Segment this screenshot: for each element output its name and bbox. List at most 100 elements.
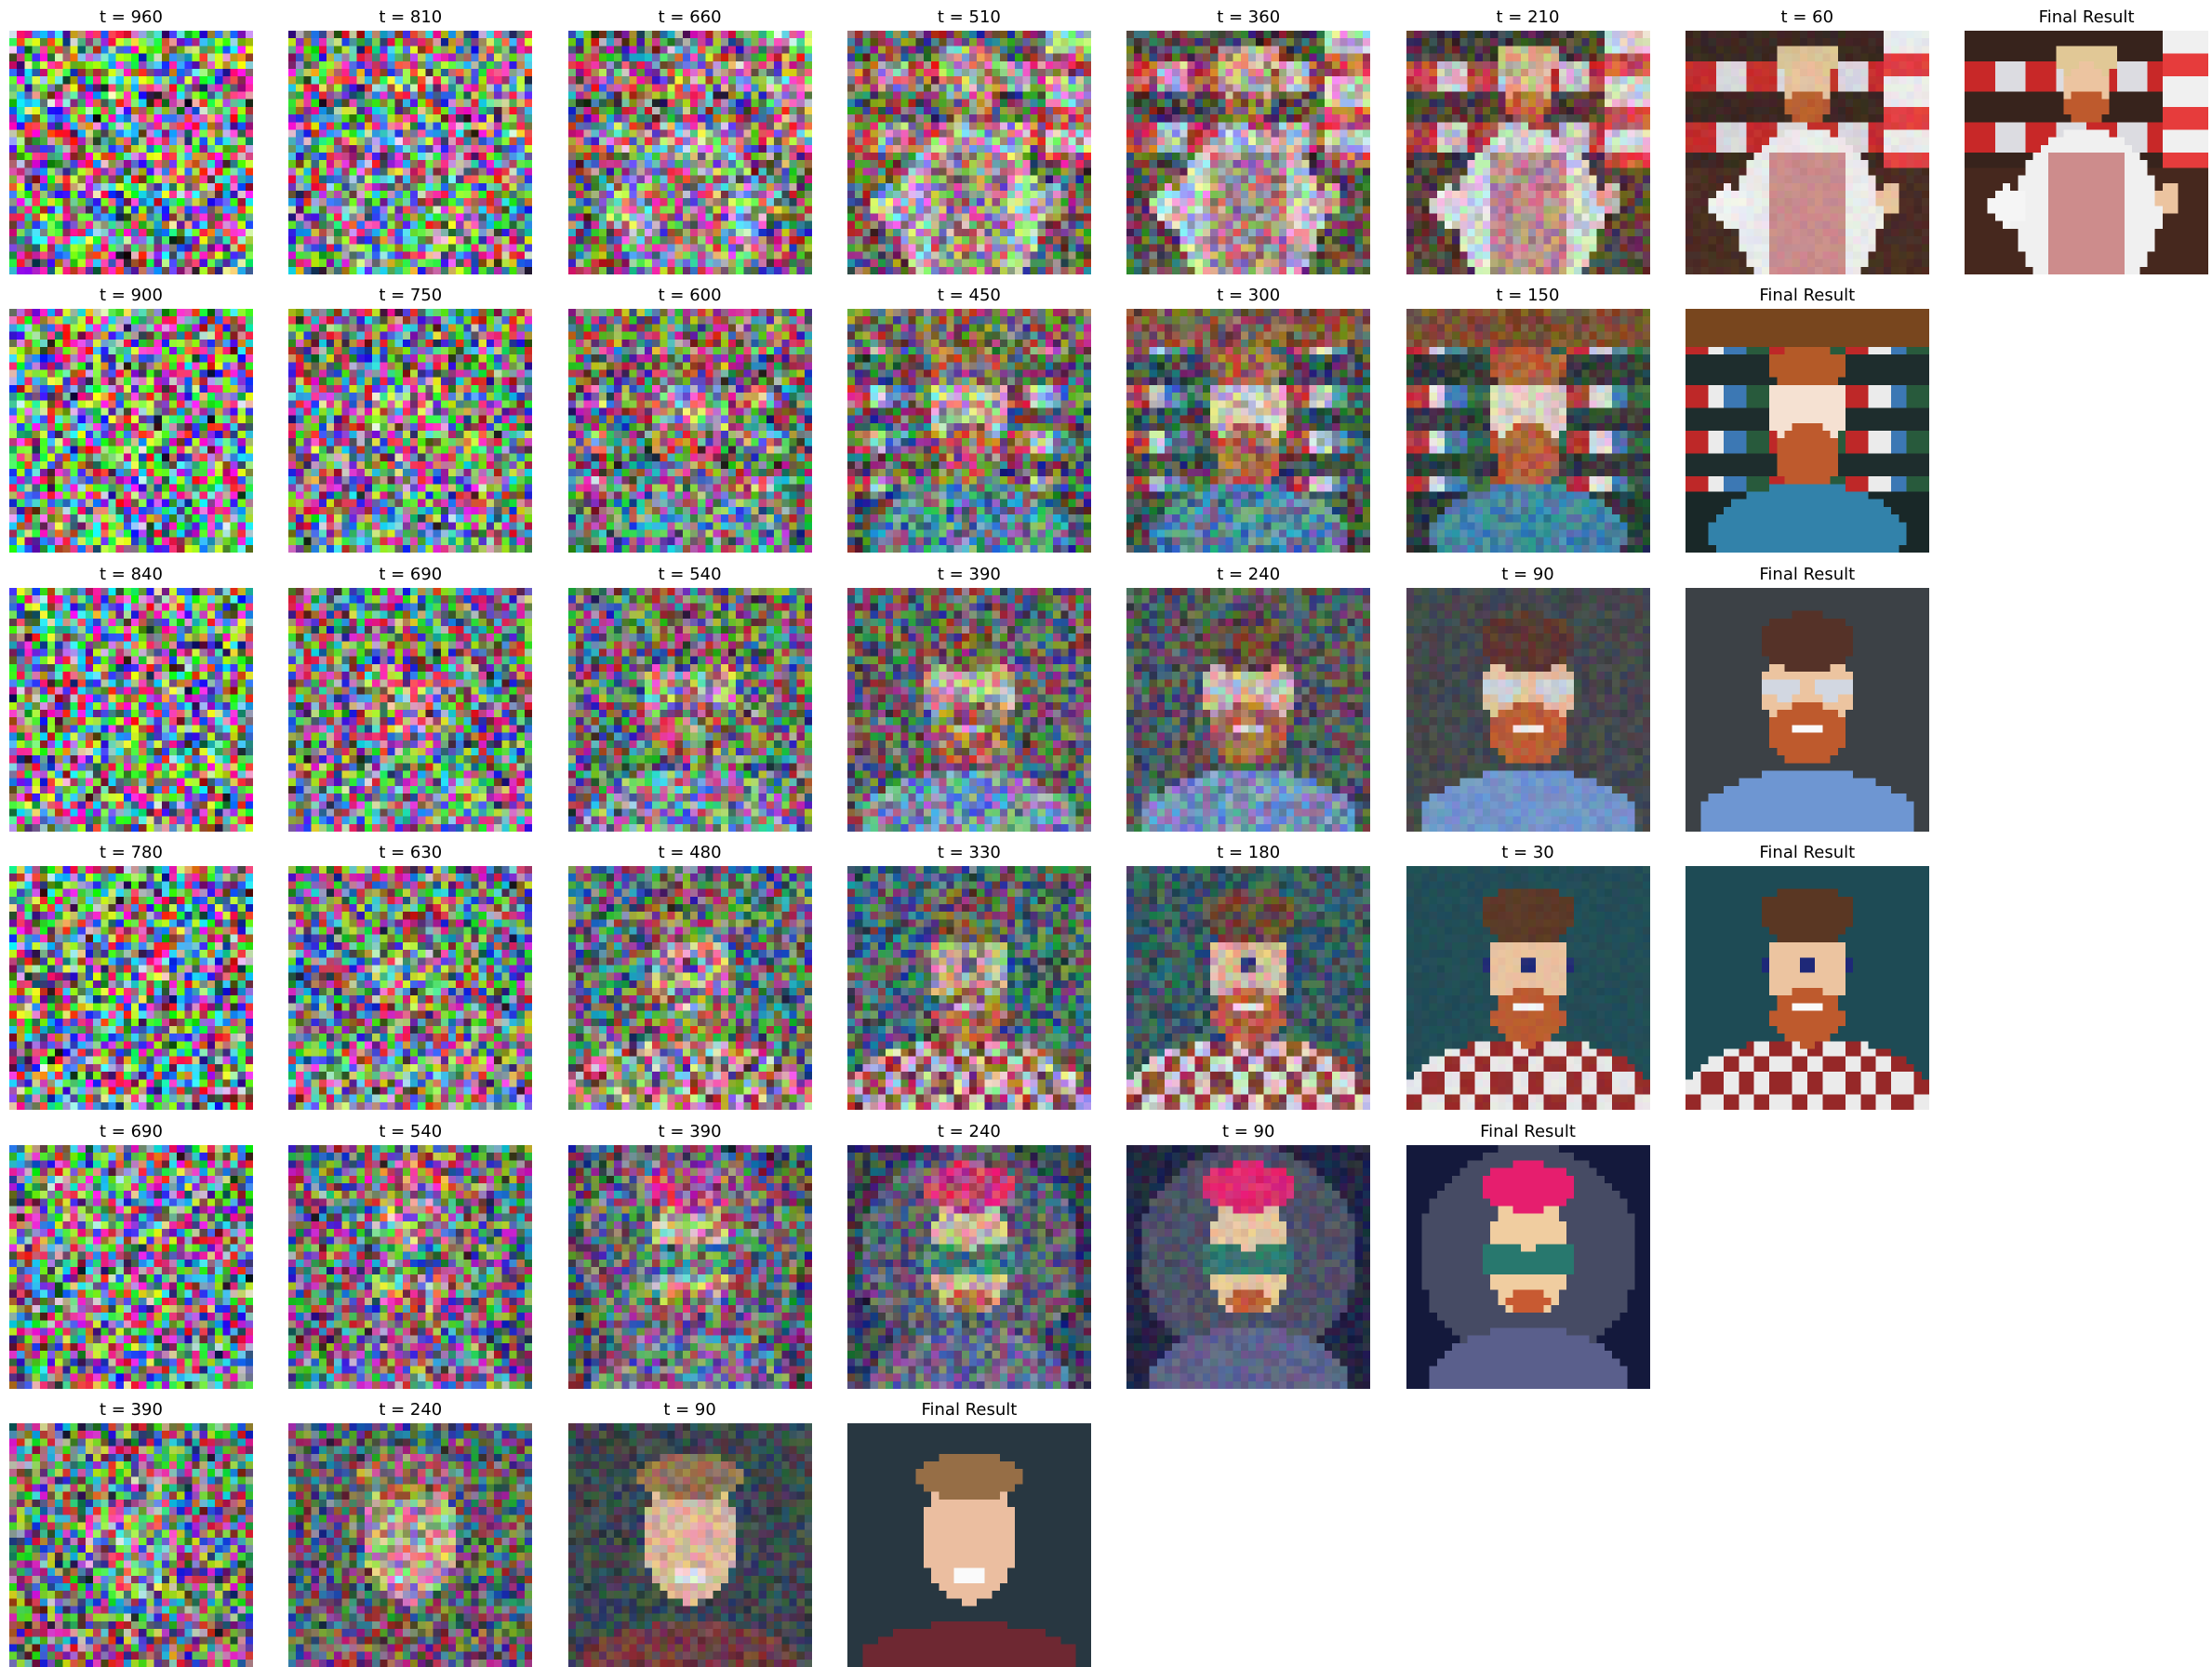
panel-title: t = 90: [1501, 564, 1554, 584]
denoising-step-image: [846, 1144, 1091, 1389]
panel-title: Final Result: [1480, 1121, 1576, 1141]
panel: t = 810: [288, 4, 533, 274]
panel-title: t = 180: [1217, 843, 1281, 863]
panel: t = 150: [1406, 282, 1650, 553]
denoising-step-image: [567, 1144, 812, 1389]
panel: Final Result: [1406, 1118, 1650, 1389]
denoising-step-image: [9, 309, 253, 553]
panel: t = 900: [9, 282, 253, 553]
panel: t = 480: [567, 839, 812, 1111]
denoising-step-image: [9, 31, 253, 274]
panel: t = 30: [1406, 839, 1650, 1111]
panel-title: t = 900: [100, 286, 163, 306]
denoising-step-image: [567, 587, 812, 832]
panel: t = 90: [1126, 1118, 1371, 1389]
panel-title: t = 240: [1217, 564, 1281, 584]
denoising-step-image: [1406, 31, 1650, 274]
panel-title: t = 210: [1496, 7, 1560, 27]
panel: Final Result: [1965, 4, 2209, 274]
panel: t = 240: [846, 1118, 1091, 1389]
panel-title: t = 540: [658, 564, 722, 584]
panel-title: Final Result: [1759, 564, 1856, 584]
denoising-step-image: [1406, 866, 1650, 1111]
denoising-step-image: [288, 31, 533, 274]
panel: t = 390: [846, 561, 1091, 832]
denoising-step-image: [567, 1423, 812, 1667]
denoising-step-image: [846, 1423, 1091, 1667]
panel-title: t = 540: [379, 1121, 443, 1141]
panel: Final Result: [846, 1396, 1091, 1667]
denoising-step-image: [288, 866, 533, 1111]
panel-title: t = 390: [658, 1121, 722, 1141]
panel: t = 390: [9, 1396, 253, 1667]
panel: t = 210: [1406, 4, 1650, 274]
panel: t = 330: [846, 839, 1091, 1111]
panel: t = 450: [846, 282, 1091, 553]
panel-title: t = 240: [379, 1400, 443, 1420]
denoising-step-image: [1685, 587, 1929, 832]
panel-title: t = 300: [1217, 286, 1281, 306]
panel-title: t = 780: [100, 843, 163, 863]
denoising-step-image: [9, 587, 253, 832]
panel: Final Result: [1685, 839, 1929, 1111]
panel-title: t = 810: [379, 7, 443, 27]
denoising-step-image: [1406, 1144, 1650, 1389]
panel: t = 90: [1406, 561, 1650, 832]
denoising-step-image: [288, 587, 533, 832]
panel: t = 540: [567, 561, 812, 832]
panel-title: t = 30: [1501, 843, 1554, 863]
panel-title: t = 90: [663, 1400, 716, 1420]
denoising-step-image: [1126, 309, 1371, 553]
panel: t = 240: [1126, 561, 1371, 832]
denoising-step-image: [288, 309, 533, 553]
panel-title: t = 690: [100, 1121, 163, 1141]
denoising-step-image: [846, 587, 1091, 832]
panel-title: t = 480: [658, 843, 722, 863]
panel: t = 90: [567, 1396, 812, 1667]
denoising-step-image: [846, 31, 1091, 274]
panel-title: t = 600: [658, 286, 722, 306]
panel-title: t = 360: [1217, 7, 1281, 27]
denoising-step-image: [1406, 587, 1650, 832]
denoising-step-image: [1685, 309, 1929, 553]
denoising-step-image: [1685, 31, 1929, 274]
denoising-step-image: [9, 1423, 253, 1667]
panel: t = 540: [288, 1118, 533, 1389]
panel-title: t = 330: [937, 843, 1001, 863]
panel-title: t = 960: [100, 7, 163, 27]
panel: t = 360: [1126, 4, 1371, 274]
panel-title: t = 150: [1496, 286, 1560, 306]
panel: t = 600: [567, 282, 812, 553]
denoising-step-image: [567, 31, 812, 274]
denoising-step-image: [567, 309, 812, 553]
panel-title: t = 390: [100, 1400, 163, 1420]
panel-title: t = 240: [937, 1121, 1001, 1141]
panel: t = 300: [1126, 282, 1371, 553]
denoising-step-image: [1126, 866, 1371, 1111]
denoising-step-image: [1126, 1144, 1371, 1389]
panel-title: t = 840: [100, 564, 163, 584]
panel-title: Final Result: [1759, 286, 1856, 306]
denoising-step-image: [9, 1144, 253, 1389]
panel-title: t = 510: [937, 7, 1001, 27]
denoising-step-image: [1965, 31, 2209, 274]
panel: t = 240: [288, 1396, 533, 1667]
denoising-step-image: [1126, 31, 1371, 274]
panel-title: t = 630: [379, 843, 443, 863]
panel: t = 180: [1126, 839, 1371, 1111]
denoising-step-image: [567, 866, 812, 1111]
denoising-step-image: [846, 866, 1091, 1111]
panel-title: Final Result: [1759, 843, 1856, 863]
denoising-step-image: [288, 1423, 533, 1667]
panel-title: t = 690: [379, 564, 443, 584]
panel: Final Result: [1685, 561, 1929, 832]
denoising-step-image: [846, 309, 1091, 553]
denoising-step-image: [1685, 866, 1929, 1111]
panel: t = 690: [288, 561, 533, 832]
panel-title: t = 660: [658, 7, 722, 27]
panel-title: t = 390: [937, 564, 1001, 584]
panel-title: Final Result: [2038, 7, 2135, 27]
panel-title: t = 60: [1780, 7, 1834, 27]
panel: t = 690: [9, 1118, 253, 1389]
